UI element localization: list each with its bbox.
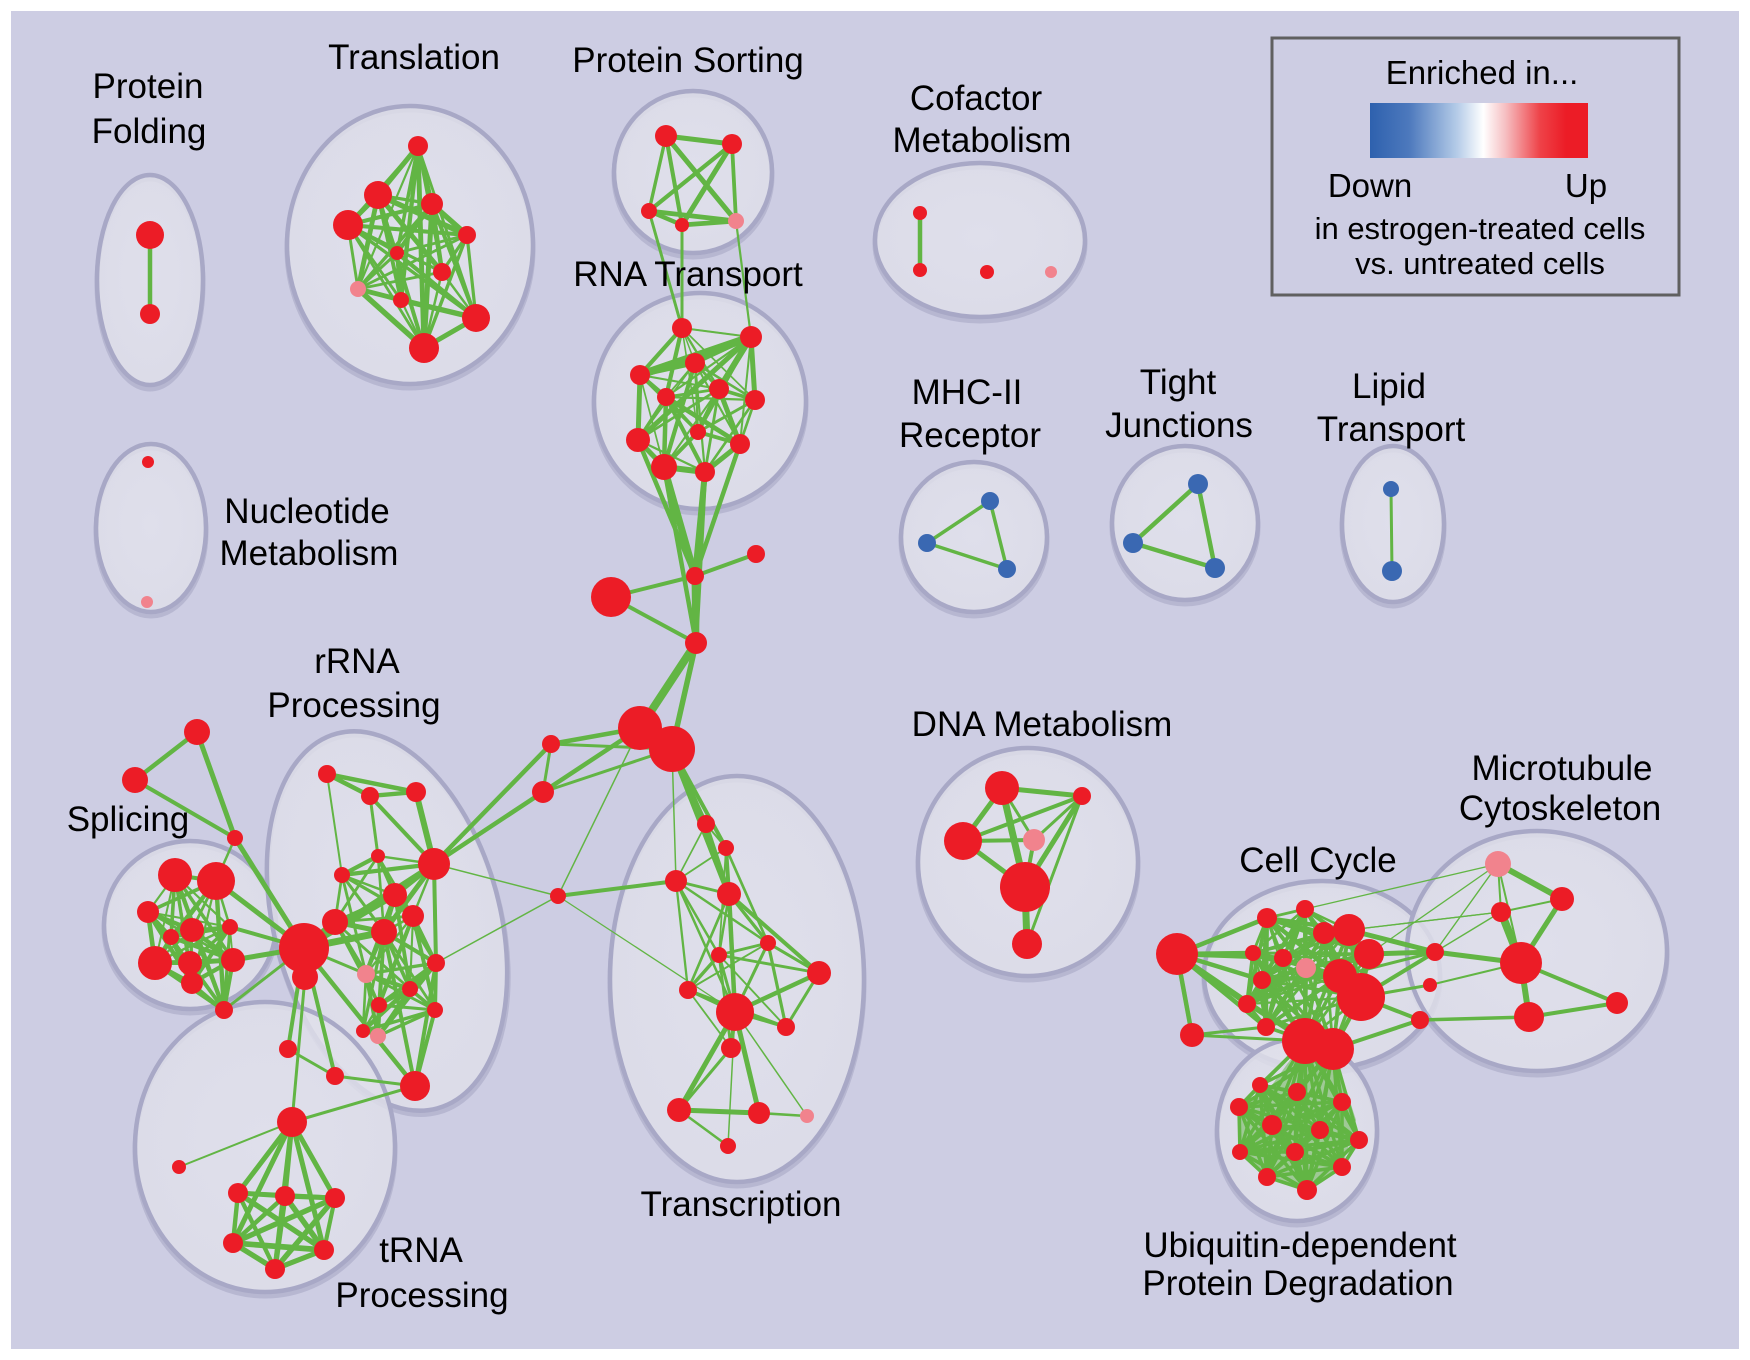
svg-text:Tight: Tight xyxy=(1140,363,1217,402)
svg-text:Microtubule: Microtubule xyxy=(1472,749,1653,788)
svg-text:Receptor: Receptor xyxy=(899,416,1041,455)
svg-text:Processing: Processing xyxy=(335,1276,508,1315)
svg-text:Nucleotide: Nucleotide xyxy=(224,492,389,531)
svg-text:Junctions: Junctions xyxy=(1105,406,1253,445)
svg-text:Down: Down xyxy=(1328,167,1412,204)
svg-text:Folding: Folding xyxy=(92,112,207,151)
svg-text:rRNA: rRNA xyxy=(314,642,400,681)
svg-text:Enriched in...: Enriched in... xyxy=(1386,54,1579,91)
svg-text:vs. untreated cells: vs. untreated cells xyxy=(1355,246,1605,281)
svg-text:tRNA: tRNA xyxy=(379,1231,463,1270)
svg-text:Up: Up xyxy=(1565,167,1607,204)
svg-text:Protein Sorting: Protein Sorting xyxy=(572,41,804,80)
svg-text:Lipid: Lipid xyxy=(1352,367,1426,406)
svg-text:Cytoskeleton: Cytoskeleton xyxy=(1459,789,1661,828)
svg-text:Splicing: Splicing xyxy=(67,800,190,839)
svg-text:Translation: Translation xyxy=(328,38,500,77)
svg-text:Ubiquitin-dependent: Ubiquitin-dependent xyxy=(1143,1226,1457,1265)
svg-text:Transport: Transport xyxy=(1317,410,1466,449)
svg-text:Protein Degradation: Protein Degradation xyxy=(1142,1264,1453,1303)
svg-text:Cofactor: Cofactor xyxy=(910,79,1043,118)
svg-text:in estrogen-treated cells: in estrogen-treated cells xyxy=(1315,211,1646,246)
svg-text:Processing: Processing xyxy=(267,686,440,725)
svg-text:Metabolism: Metabolism xyxy=(220,534,399,573)
svg-text:Transcription: Transcription xyxy=(641,1185,842,1224)
svg-text:RNA Transport: RNA Transport xyxy=(573,255,803,294)
svg-text:MHC-II: MHC-II xyxy=(912,373,1023,412)
svg-text:Cell Cycle: Cell Cycle xyxy=(1239,841,1397,880)
svg-text:Metabolism: Metabolism xyxy=(893,121,1072,160)
svg-text:DNA Metabolism: DNA Metabolism xyxy=(912,705,1173,744)
svg-text:Protein: Protein xyxy=(93,67,204,106)
